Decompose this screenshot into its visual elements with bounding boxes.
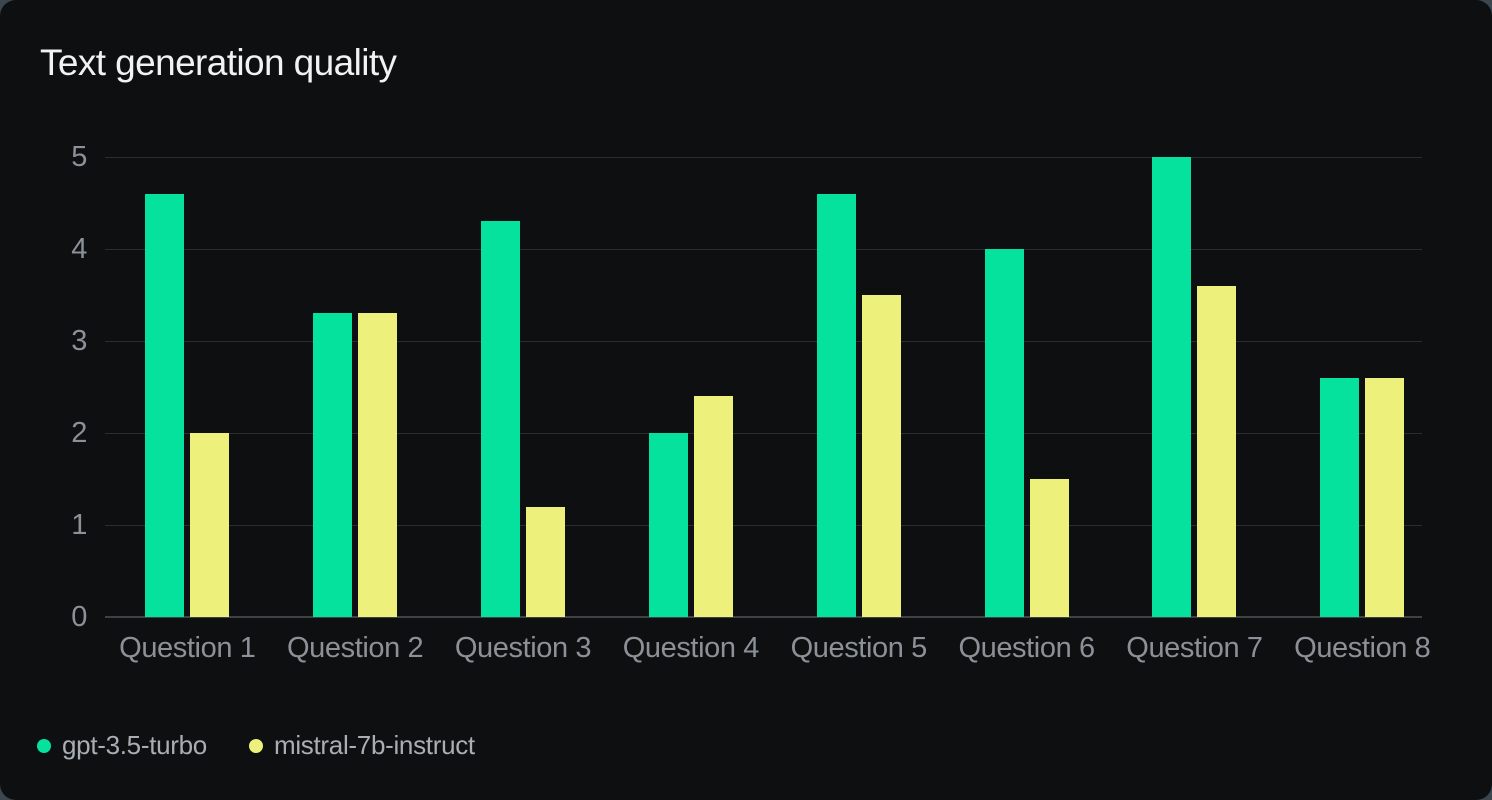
y-tick-label: 0: [71, 601, 87, 633]
y-tick-label: 5: [71, 141, 87, 173]
bar-mistral-7b-instruct[interactable]: [1197, 285, 1237, 617]
gridline: [105, 433, 1422, 434]
bar-mistral-7b-instruct[interactable]: [693, 396, 733, 617]
gridline: [105, 341, 1422, 342]
bar-gpt-3.5-turbo[interactable]: [145, 193, 185, 617]
bar-group: [1320, 157, 1405, 617]
bar-group: [648, 157, 733, 617]
bar-gpt-3.5-turbo[interactable]: [313, 313, 353, 617]
bar-gpt-3.5-turbo[interactable]: [816, 193, 856, 617]
legend-label: mistral-7b-instruct: [273, 730, 475, 760]
plot-area: 0 1 2 3 4 5 Question 1 Question 2 Question 3 Ques…: [71, 142, 1431, 664]
bar-mistral-7b-instruct[interactable]: [861, 295, 901, 617]
legend-item-mistral-7b-instruct[interactable]: mistral-7b-instruct: [248, 730, 475, 761]
x-tick-label: Question 6: [958, 632, 1095, 664]
bar-gpt-3.5-turbo[interactable]: [1152, 157, 1192, 617]
bar-mistral-7b-instruct[interactable]: [1365, 377, 1405, 617]
gridline: [105, 525, 1422, 526]
chart-title: Text generation quality: [40, 42, 397, 83]
bar-group: [481, 157, 565, 617]
x-axis-line: [105, 616, 1422, 618]
bar-group: [145, 157, 230, 617]
y-tick-label: 3: [71, 325, 87, 357]
x-tick-label: Question 4: [622, 632, 760, 664]
gridline: [105, 157, 1422, 158]
bar-mistral-7b-instruct[interactable]: [1029, 479, 1069, 617]
bar-mistral-7b-instruct[interactable]: [358, 313, 398, 617]
bar-gpt-3.5-turbo[interactable]: [1320, 377, 1360, 617]
x-tick-label: Question 7: [1126, 632, 1263, 664]
y-tick-label: 2: [71, 417, 87, 449]
bar-group: [1152, 157, 1237, 617]
bar-mistral-7b-instruct[interactable]: [526, 506, 565, 617]
x-tick-label: Question 8: [1294, 632, 1431, 664]
x-tick-label: Question 5: [790, 632, 928, 664]
bar-gpt-3.5-turbo[interactable]: [984, 249, 1024, 617]
legend-item-gpt-3.5-turbo[interactable]: gpt-3.5-turbo: [37, 730, 207, 761]
x-tick-label: Question 2: [287, 632, 424, 664]
gridline: [105, 249, 1422, 250]
legend-dot-icon: [248, 738, 263, 753]
y-tick-label: 4: [71, 233, 87, 265]
bar-group: [816, 157, 901, 617]
legend-dot-icon: [37, 738, 51, 753]
legend-label: gpt-3.5-turbo: [62, 730, 207, 760]
bar-group: [984, 157, 1069, 617]
bar-gpt-3.5-turbo[interactable]: [481, 221, 520, 617]
bar-group: [313, 157, 398, 617]
y-tick-label: 1: [71, 509, 87, 541]
x-tick-label: Question 3: [454, 632, 592, 664]
x-tick-label: Question 1: [119, 632, 256, 664]
legend: gpt-3.5-turbo mistral-7b-instruct: [37, 730, 475, 761]
bar-gpt-3.5-turbo[interactable]: [648, 433, 688, 617]
bar-mistral-7b-instruct[interactable]: [190, 433, 230, 617]
